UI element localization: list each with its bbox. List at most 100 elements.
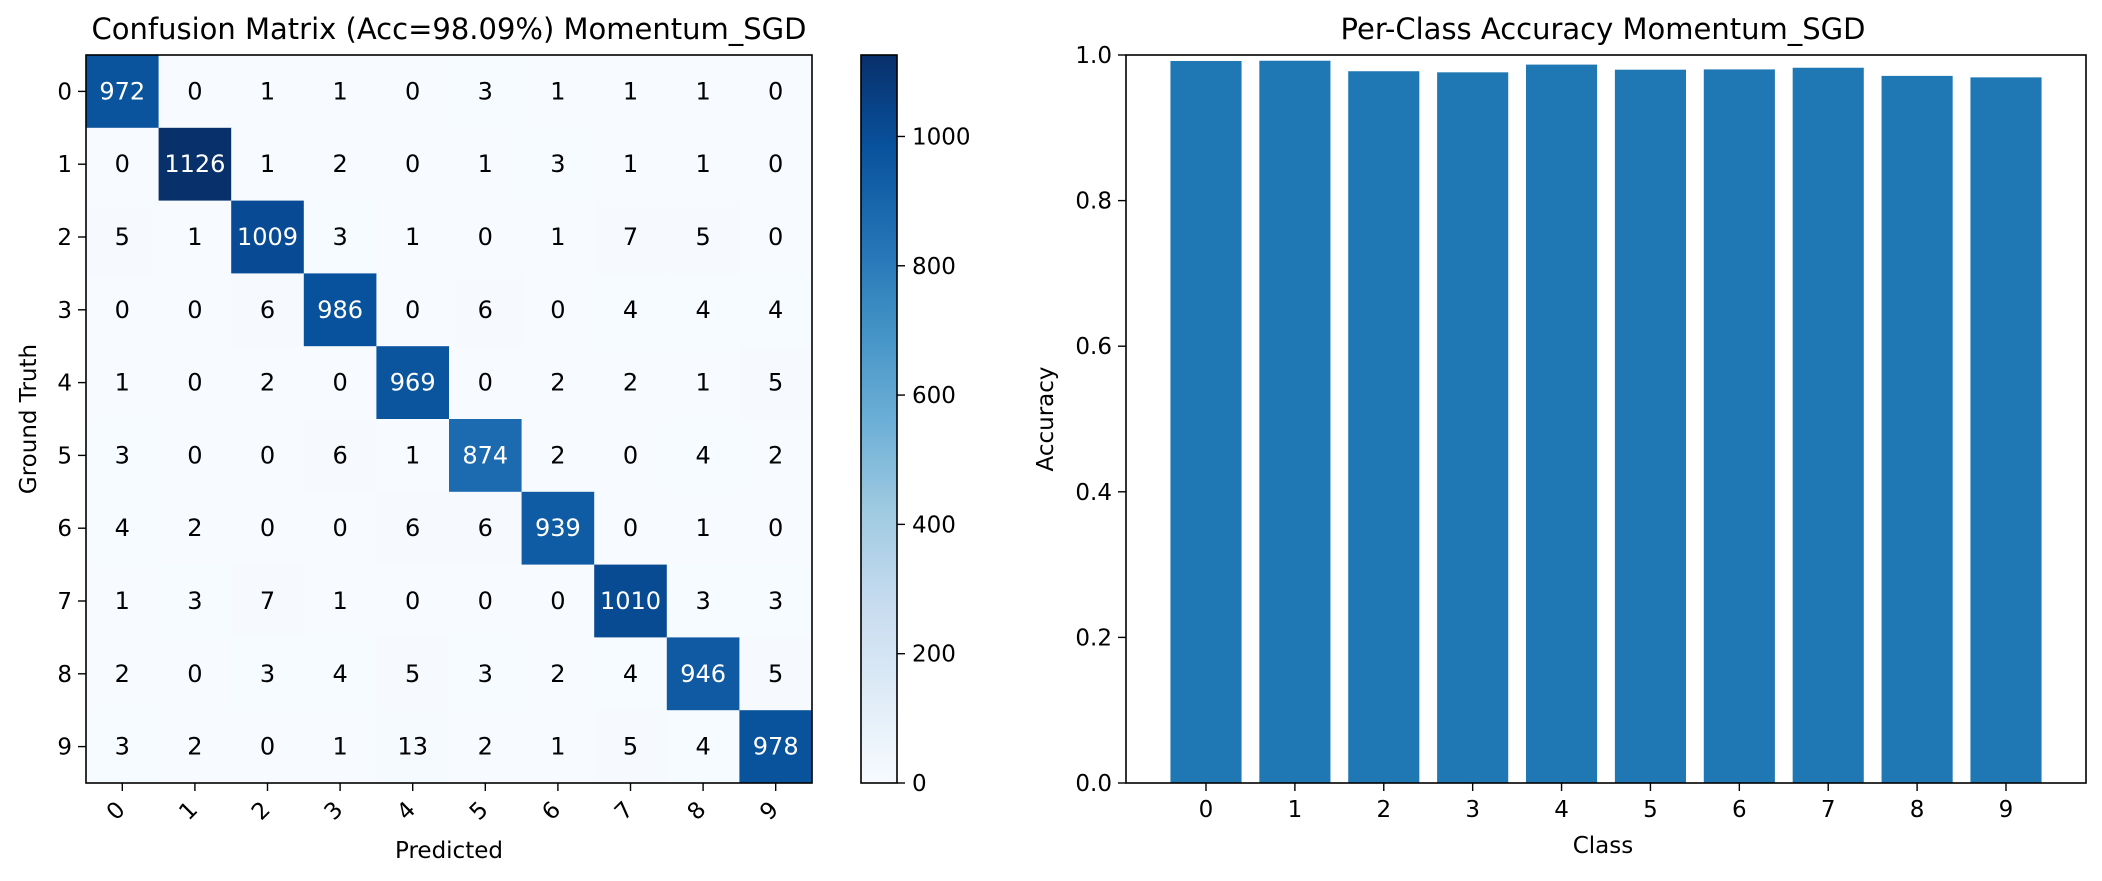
bars <box>1170 60 2042 784</box>
bar-x-tick-label: 3 <box>1465 797 1480 823</box>
cm-cell <box>376 491 450 566</box>
cm-cell <box>158 200 232 274</box>
cm-y-tick-label: 7 <box>57 589 72 615</box>
cm-cell-value: 3 <box>115 733 130 761</box>
cm-cell-value: 939 <box>535 514 581 542</box>
bar-y-ticks: 0.0 0.2 0.4 0.6 0.8 1.0 <box>1075 43 1126 797</box>
cm-cell <box>86 564 160 638</box>
cm-cell-value: 0 <box>187 296 202 324</box>
cm-cell-value: 1 <box>550 733 565 761</box>
cm-cell-value: 0 <box>115 296 130 324</box>
cm-cell-value: 4 <box>695 733 710 761</box>
cm-cell-value: 0 <box>187 660 202 688</box>
cm-cell <box>666 710 740 784</box>
cm-cell-value: 0 <box>332 514 347 542</box>
cm-cell-value: 1 <box>405 223 420 251</box>
cm-cell <box>594 273 668 347</box>
cm-cell-value: 2 <box>115 660 130 688</box>
cm-cell <box>376 200 450 274</box>
cm-y-tick-label: 8 <box>57 662 72 688</box>
bar-x-tick-label: 8 <box>1910 797 1925 823</box>
cm-cell <box>231 127 305 202</box>
cm-cell <box>303 491 377 566</box>
cm-cell-value: 1 <box>405 441 420 469</box>
bar-x-tick-label: 6 <box>1732 797 1747 823</box>
bar-y-tick-label: 0.4 <box>1075 480 1112 506</box>
cm-cell <box>231 419 305 493</box>
cm-y-tick-label: 1 <box>57 152 72 178</box>
cm-cell <box>521 419 595 493</box>
accuracy-bar <box>1526 64 1598 783</box>
cm-cell-value: 1 <box>187 223 202 251</box>
cm-cell-value: 1 <box>550 223 565 251</box>
cm-x-tick-label: 3 <box>320 797 349 826</box>
cm-cell-value: 2 <box>550 441 565 469</box>
cm-cell-value: 3 <box>478 660 493 688</box>
cm-cell <box>521 491 595 566</box>
cm-cell-value: 4 <box>623 660 638 688</box>
bar-x-ticks: 0 1 2 3 4 5 6 7 8 9 <box>1199 783 2014 823</box>
cm-cell <box>158 273 232 347</box>
cm-cell <box>376 55 450 129</box>
cm-cell-value: 0 <box>478 587 493 615</box>
cm-cell <box>231 346 305 420</box>
cm-cell <box>449 127 523 202</box>
cm-cell-value: 3 <box>115 441 130 469</box>
cm-cell-value: 2 <box>260 369 275 397</box>
cm-cell-value: 6 <box>478 296 493 324</box>
cm-cell-value: 0 <box>405 587 420 615</box>
cm-cell <box>594 200 668 274</box>
cm-cell-value: 2 <box>332 150 347 178</box>
cm-cell <box>666 346 740 420</box>
bar-x-tick-label: 1 <box>1288 797 1303 823</box>
cm-cell-value: 2 <box>187 514 202 542</box>
cm-cell <box>86 419 160 493</box>
cm-cell <box>86 710 160 784</box>
bar-x-tick-label: 7 <box>1821 797 1836 823</box>
cm-cell <box>594 346 668 420</box>
cm-x-tick-label: 9 <box>755 797 784 826</box>
cm-cell-value: 5 <box>768 369 783 397</box>
cm-cell-value: 0 <box>115 150 130 178</box>
cm-x-tick-label: 6 <box>537 797 566 826</box>
bar-x-tick-label: 9 <box>1999 797 2014 823</box>
cm-cell <box>303 637 377 711</box>
cm-cell <box>739 346 813 420</box>
cm-cell <box>231 710 305 784</box>
cm-cell-value: 1 <box>550 77 565 105</box>
bar-y-tick-label: 0.0 <box>1075 771 1112 797</box>
cm-y-tick-label: 3 <box>57 298 72 324</box>
cm-x-tick-label: 4 <box>392 797 421 826</box>
cm-cell-value: 4 <box>623 296 638 324</box>
cm-cell <box>158 55 232 129</box>
cm-cell-value: 2 <box>768 441 783 469</box>
cm-cell <box>666 637 740 711</box>
cm-cell <box>86 491 160 566</box>
cm-cell <box>86 637 160 711</box>
cm-cell <box>521 200 595 274</box>
bar-y-tick-label: 0.2 <box>1075 625 1112 651</box>
cm-cell-value: 0 <box>187 369 202 397</box>
cm-cell-value: 1 <box>695 77 710 105</box>
cm-cell-value: 6 <box>260 296 275 324</box>
cm-cell <box>231 637 305 711</box>
bar-x-label: Class <box>1573 833 1634 859</box>
cm-cell <box>449 200 523 274</box>
cm-cell <box>739 491 813 566</box>
colorbar-tick-label: 1000 <box>912 124 971 150</box>
cm-cell <box>449 273 523 347</box>
cm-cell <box>739 637 813 711</box>
cm-cell <box>739 564 813 638</box>
cm-x-tick-label: 0 <box>102 797 131 826</box>
cm-cell-value: 6 <box>332 441 347 469</box>
cm-cell-value: 3 <box>332 223 347 251</box>
cm-cell <box>449 346 523 420</box>
cm-cell-value: 1 <box>332 587 347 615</box>
cm-x-tick-label: 1 <box>174 797 203 826</box>
cm-cell <box>739 710 813 784</box>
cm-cell-value: 3 <box>695 587 710 615</box>
cm-cell-value: 5 <box>623 733 638 761</box>
cm-cell <box>86 273 160 347</box>
cm-cell-value: 1 <box>695 514 710 542</box>
